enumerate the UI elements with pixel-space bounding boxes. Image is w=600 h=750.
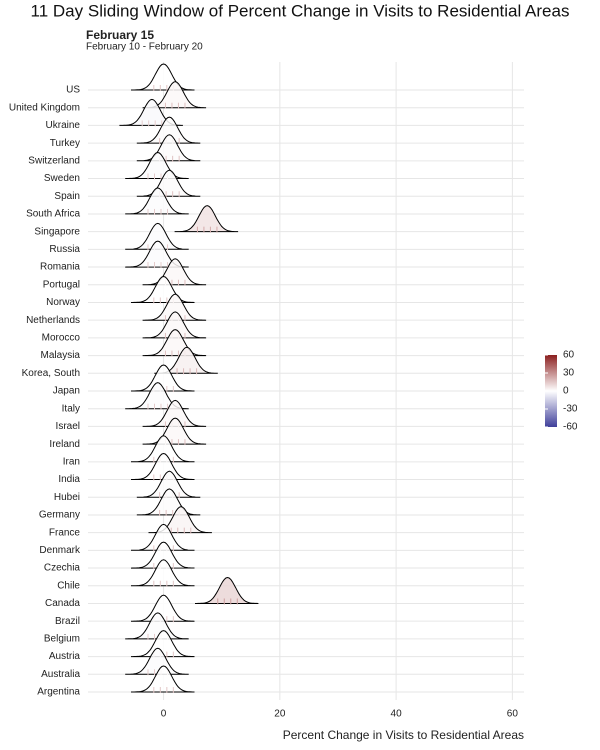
ridge <box>125 151 189 179</box>
x-tick-label: 60 <box>507 709 519 720</box>
y-tick-label: Turkey <box>50 138 80 149</box>
ridge <box>142 293 207 321</box>
ridge <box>136 116 201 144</box>
ridge <box>125 647 189 675</box>
y-tick-label: US <box>66 85 80 96</box>
y-tick-label: United Kingdom <box>9 102 80 113</box>
y-tick-label: Hubei <box>54 492 80 503</box>
y-tick-label: Portugal <box>43 279 80 290</box>
y-tick-label: Malaysia <box>41 350 81 361</box>
ridge <box>131 63 195 91</box>
ridge <box>131 630 195 658</box>
y-tick-label: South Africa <box>26 209 80 220</box>
ridge <box>136 488 201 516</box>
ridge <box>195 576 259 604</box>
ridge <box>136 470 201 498</box>
y-tick-label: Sweden <box>44 173 80 184</box>
y-tick-label: Russia <box>49 244 80 255</box>
y-tick-label: Brazil <box>55 616 80 627</box>
ridge <box>125 187 189 215</box>
y-tick-label: Spain <box>54 191 80 202</box>
x-tick-label: 0 <box>161 709 167 720</box>
y-tick-label: Ireland <box>49 439 80 450</box>
y-tick-label: Germany <box>39 510 80 521</box>
y-tick-label: Czechia <box>44 563 81 574</box>
ridge <box>130 541 195 569</box>
ridge <box>174 205 239 233</box>
ridge <box>131 452 195 480</box>
y-tick-label: Australia <box>41 669 80 680</box>
ridge <box>136 134 201 162</box>
colorbar-label: 60 <box>563 350 575 361</box>
y-tick-label: Norway <box>46 297 80 308</box>
y-tick-label: Denmark <box>39 545 81 556</box>
ridge <box>131 665 195 693</box>
y-tick-label: France <box>49 527 81 538</box>
y-tick-label: Switzerland <box>28 155 80 166</box>
x-tick-label: 20 <box>274 709 286 720</box>
colorbar-label: 30 <box>563 368 575 379</box>
y-tick-label: Netherlands <box>26 315 80 326</box>
ridge <box>136 169 201 197</box>
colorbar-label: 0 <box>563 386 569 397</box>
y-tick-label: Korea, South <box>22 368 80 379</box>
y-tick-label: Israel <box>56 421 80 432</box>
x-tick-label: 40 <box>391 709 403 720</box>
y-tick-label: Morocco <box>42 333 81 344</box>
y-tick-label: Chile <box>57 580 80 591</box>
ridge <box>142 399 207 427</box>
ridge <box>142 417 207 445</box>
ridge <box>130 559 195 587</box>
y-tick-label: India <box>58 474 80 485</box>
y-tick-label: Singapore <box>34 226 80 237</box>
ridge <box>125 222 189 250</box>
y-tick-label: Austria <box>49 651 81 662</box>
y-tick-label: Romania <box>40 262 80 273</box>
y-tick-label: Canada <box>45 598 80 609</box>
ridge <box>142 258 207 286</box>
ridge <box>142 311 207 339</box>
ridge <box>131 523 195 551</box>
ridge <box>131 364 195 392</box>
ridge <box>125 612 189 640</box>
ridge <box>142 329 207 357</box>
y-tick-label: Italy <box>62 403 80 414</box>
x-axis-title: Percent Change in Visits to Residential … <box>283 728 524 742</box>
chart-title: 11 Day Sliding Window of Percent Change … <box>31 1 570 20</box>
y-tick-label: Belgium <box>44 634 80 645</box>
y-tick-label: Argentina <box>37 687 80 698</box>
y-tick-label: Iran <box>63 456 80 467</box>
ridge <box>131 435 195 463</box>
colorbar-label: -30 <box>563 404 578 415</box>
y-tick-label: Japan <box>53 386 80 397</box>
ridge <box>131 275 195 303</box>
caption: February 10 - February 20 <box>86 42 203 53</box>
ridge <box>131 594 195 622</box>
subtitle: February 15 <box>86 28 154 42</box>
colorbar-label: -60 <box>563 422 578 433</box>
y-tick-label: Ukraine <box>46 120 81 131</box>
